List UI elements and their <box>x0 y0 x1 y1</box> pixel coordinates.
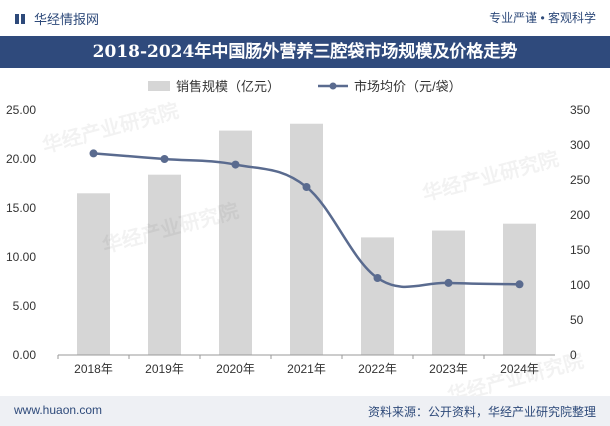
y-right-tick-label: 300 <box>570 138 590 152</box>
legend-label-sales: 销售规模（亿元） <box>176 79 281 94</box>
y-right-tick-label: 200 <box>570 208 590 222</box>
y-right-tick-label: 350 <box>570 103 590 117</box>
x-tick-label: 2024年 <box>500 362 539 376</box>
chart-plot: 0.00 5.00 10.00 15.00 20.00 25.00 0 50 100 150 200… <box>6 103 590 376</box>
chart-title: 2018-2024年中国肠外营养三腔袋市场规模及价格走势 <box>0 36 610 68</box>
bar <box>77 193 110 355</box>
price-point <box>444 278 453 287</box>
brand: 华经情报网 <box>14 9 99 28</box>
legend-item-sales: 销售规模（亿元） <box>148 76 280 95</box>
price-point <box>89 149 98 158</box>
bar <box>503 223 536 355</box>
x-tick-label: 2019年 <box>145 362 184 376</box>
y-right-tick-label: 250 <box>570 173 590 187</box>
y-left-tick-label: 20.00 <box>6 152 36 166</box>
legend-item-price: 市场均价（元/袋） <box>318 76 462 95</box>
price-point <box>231 160 240 169</box>
legend: 销售规模（亿元） 市场均价（元/袋） <box>0 76 610 94</box>
y-right-tick-label: 150 <box>570 243 590 257</box>
x-tick-label: 2020年 <box>216 362 255 376</box>
y-left-tick-label: 15.00 <box>6 201 36 215</box>
legend-label-price: 市场均价（元/袋） <box>354 79 462 94</box>
brand-name: 华经情报网 <box>34 12 100 27</box>
x-tick-label: 2023年 <box>429 362 468 376</box>
tagline: 专业严谨 • 客观科学 <box>489 11 596 25</box>
y-left-tick-label: 25.00 <box>6 103 36 117</box>
x-tick-label: 2021年 <box>287 362 326 376</box>
legend-bar-swatch <box>148 80 170 91</box>
y-left-tick-label: 5.00 <box>13 299 37 313</box>
price-point <box>515 280 524 289</box>
footer: www.huaon.com 资料来源：公开资料，华经产业研究院整理 <box>0 396 610 426</box>
bar <box>148 174 181 355</box>
bar <box>361 237 394 355</box>
price-point <box>160 155 169 163</box>
x-tick-label: 2022年 <box>358 362 397 376</box>
y-right-tick-label: 100 <box>570 278 590 292</box>
y-left-tick-label: 0.00 <box>13 348 37 362</box>
y-right-tick-label: 0 <box>570 348 577 362</box>
bar <box>290 123 323 355</box>
y-left-tick-label: 10.00 <box>6 250 36 264</box>
brand-logo-icon <box>15 13 25 24</box>
price-point <box>373 274 382 282</box>
bar <box>432 230 465 355</box>
price-point <box>302 183 311 191</box>
footer-source: 资料来源：公开资料，华经产业研究院整理 <box>367 405 596 419</box>
y-right-tick-label: 50 <box>570 313 584 327</box>
legend-line-swatch <box>318 82 348 89</box>
footer-website: www.huaon.com <box>14 403 103 417</box>
top-bar: 华经情报网 专业严谨 • 客观科学 <box>0 0 610 36</box>
x-tick-label: 2018年 <box>74 362 113 376</box>
